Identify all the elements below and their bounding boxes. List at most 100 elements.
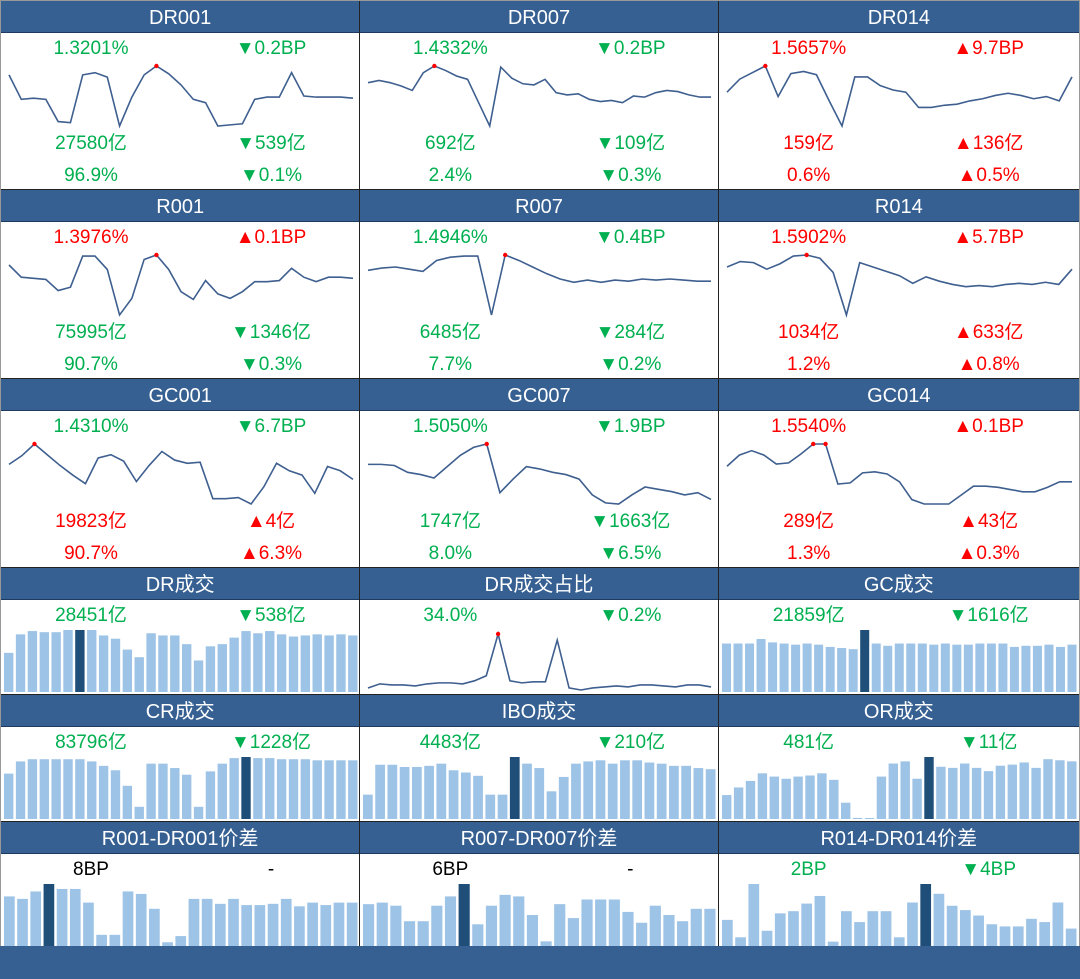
sparkline-series — [368, 630, 712, 691]
bar — [205, 771, 216, 819]
volume-change: ▼284亿 — [595, 322, 666, 343]
bar — [485, 794, 496, 819]
bar — [122, 785, 133, 819]
bar — [473, 775, 484, 819]
card-body: 1.4946% ▼0.4BP 6485亿 ▼284亿 7.7% ▼0.2% — [360, 222, 717, 378]
metric-card: R014-DR014价差 2BP ▼4BP — [718, 822, 1079, 948]
sparkline-series — [726, 443, 1072, 505]
bar — [333, 902, 345, 946]
bar — [894, 643, 904, 692]
card-body: 1.5902% ▲5.7BP 1034亿 ▲633亿 1.2% ▲0.8% — [719, 222, 1079, 378]
bar — [1021, 645, 1031, 692]
bar — [324, 760, 334, 819]
bar — [880, 911, 892, 946]
change-value: ▼1616亿 — [948, 605, 1029, 626]
bar — [1032, 645, 1042, 692]
bar — [1012, 926, 1024, 946]
bar — [983, 771, 993, 819]
bar — [312, 634, 322, 692]
share-change: ▼6.5% — [599, 543, 662, 564]
card-body: 83796亿 ▼1228亿 — [1, 727, 359, 821]
bar — [632, 760, 643, 819]
bar — [540, 941, 552, 946]
bar — [802, 643, 812, 692]
rate-change: ▲5.7BP — [953, 227, 1024, 248]
metric-card: DR001 1.3201% ▼0.2BP 27580亿 ▼539亿 96.9% ▼0.1% — [1, 1, 361, 190]
rate-change: ▲0.1BP — [235, 227, 307, 248]
bar — [853, 922, 865, 946]
card-title: R014 — [718, 190, 1079, 222]
primary-value: 21859亿 — [772, 605, 845, 626]
bar — [461, 772, 472, 819]
rate-change: ▲0.1BP — [953, 416, 1024, 437]
bar — [122, 891, 134, 946]
metric-card: GC成交 21859亿 ▼1616亿 — [718, 568, 1079, 695]
share-change: ▲6.3% — [239, 543, 303, 564]
bar — [193, 660, 204, 692]
metric-card: DR成交 28451亿 ▼538亿 — [1, 568, 361, 695]
card-body: 28451亿 ▼538亿 — [1, 600, 359, 694]
volume-change: ▲4亿 — [246, 511, 296, 532]
bar — [346, 902, 358, 946]
bar — [158, 763, 168, 819]
bar — [30, 891, 42, 946]
bar — [971, 767, 981, 819]
bar — [449, 770, 459, 819]
bar — [87, 630, 97, 692]
bar — [620, 760, 631, 819]
bar — [583, 761, 594, 819]
bar — [595, 760, 606, 819]
bar — [69, 888, 81, 946]
bar — [98, 765, 109, 819]
card-title: OR成交 — [718, 695, 1079, 727]
bar — [280, 898, 292, 946]
share-change: ▲0.8% — [957, 354, 1020, 375]
card-title: DR成交占比 — [360, 568, 718, 600]
bar — [288, 759, 299, 819]
card-body: 2BP ▼4BP — [719, 854, 1079, 947]
bar — [734, 937, 746, 946]
bar-highlight — [43, 884, 55, 946]
bar — [951, 644, 961, 692]
bar — [241, 631, 251, 692]
bar — [814, 895, 825, 946]
bar — [905, 643, 915, 692]
bar — [848, 649, 858, 692]
bar — [644, 762, 655, 819]
change-value: ▼538亿 — [236, 605, 306, 626]
max-point-marker — [154, 252, 159, 258]
bar — [135, 893, 147, 946]
bar — [376, 902, 389, 946]
bar — [15, 634, 26, 692]
bar — [336, 760, 346, 819]
bar — [721, 795, 732, 819]
bar — [254, 905, 266, 946]
bar — [1054, 760, 1065, 819]
bar — [300, 635, 311, 692]
bar — [300, 759, 311, 819]
max-point-marker — [154, 63, 159, 69]
bar — [445, 896, 457, 946]
sparkline-series — [368, 65, 712, 129]
bar — [781, 778, 791, 819]
bar — [852, 817, 862, 819]
bar — [972, 915, 984, 946]
volume-change: ▼1663亿 — [590, 511, 671, 532]
card-title: DR成交 — [1, 568, 360, 600]
rate-value: 1.4332% — [412, 38, 488, 59]
bar — [571, 763, 582, 819]
bar — [1042, 759, 1053, 819]
bar — [1044, 644, 1054, 692]
share-value: 8.0% — [428, 543, 472, 564]
bar — [110, 770, 121, 819]
sparkline-series — [726, 254, 1073, 318]
bar — [733, 643, 743, 692]
bar — [214, 903, 226, 946]
bar — [390, 905, 402, 946]
bar — [657, 763, 667, 819]
change-value: ▼0.2% — [599, 605, 662, 626]
rate-value: 1.5902% — [771, 227, 847, 248]
bar — [149, 908, 160, 946]
bar-chart — [721, 757, 1077, 819]
bar — [276, 759, 287, 819]
